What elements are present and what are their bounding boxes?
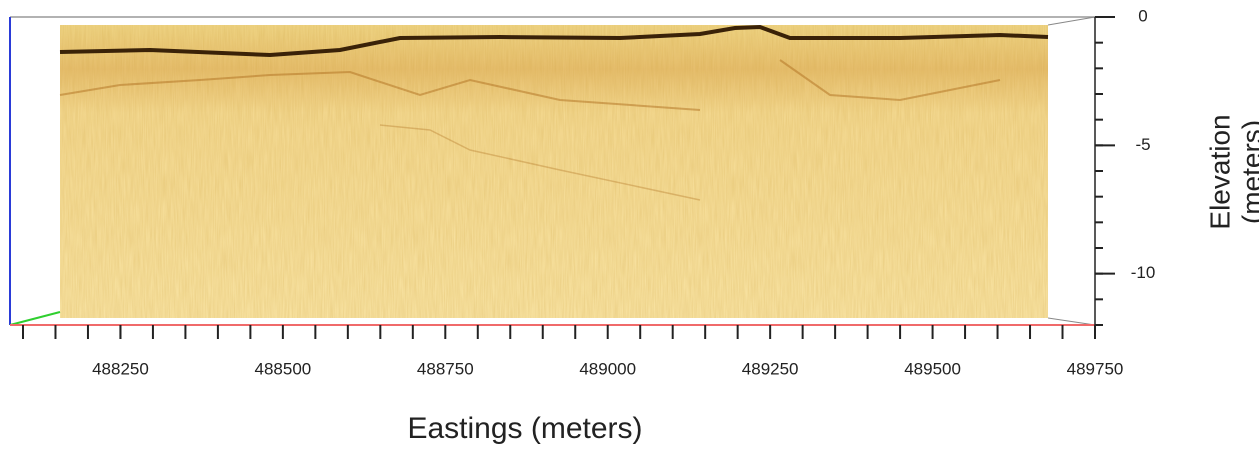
y-tick-label: 0 [1138,6,1147,25]
x-tick-label: 488500 [255,359,312,378]
x-tick-label: 489000 [579,359,636,378]
x-tick-label: 489500 [904,359,961,378]
radargram [60,25,1048,318]
x-tick-label: 488750 [417,359,474,378]
frame-green [10,312,60,325]
x-tick-label: 488250 [92,359,149,378]
y-axis-label: (meters) [1236,120,1259,224]
x-axis-label: Eastings (meters) [407,412,642,445]
y-axis-label: Elevation [1204,114,1235,229]
x-tick-label: 489750 [1067,359,1124,378]
frame-diag [1048,318,1095,325]
chart: Eastings (meters) Elevation (meters) 488… [0,0,1259,450]
x-tick-label: 489250 [742,359,799,378]
frame-diag [1048,17,1095,25]
y-tick-label: -5 [1135,135,1150,154]
y-tick-label: -10 [1131,263,1156,282]
